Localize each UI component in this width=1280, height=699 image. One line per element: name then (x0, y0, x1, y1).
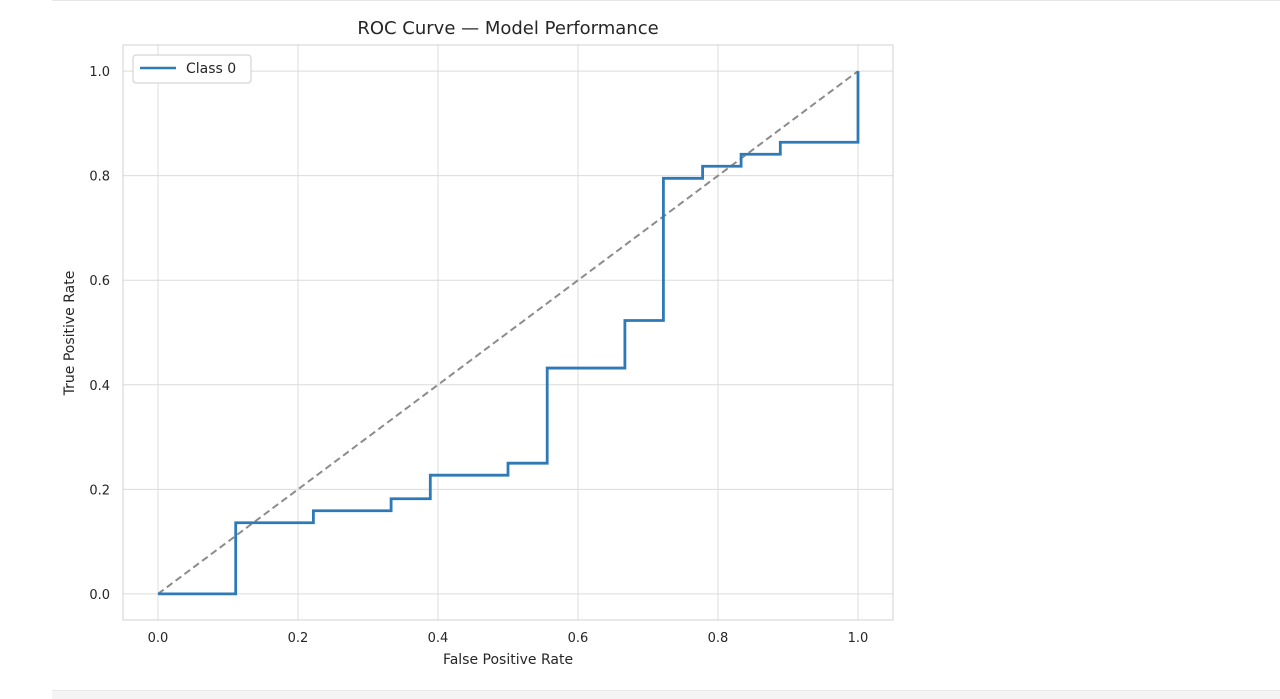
diagonal-reference-line (157, 70, 859, 595)
y-tick-label: 0.0 (89, 588, 110, 603)
x-tick-label: 0.8 (708, 631, 729, 646)
x-axis-label: False Positive Rate (443, 652, 573, 668)
y-tick-label: 0.6 (89, 274, 110, 289)
legend: Class 0 (132, 54, 252, 84)
x-tick-label: 0.0 (148, 631, 169, 646)
roc-line-class-0 (158, 71, 860, 596)
legend-label-class-0: Class 0 (186, 61, 236, 77)
y-tick-label: 0.4 (89, 379, 110, 394)
y-axis-label: True Positive Rate (62, 271, 78, 397)
notebook-cell-bottom-bar (52, 690, 1280, 699)
y-tick-label: 1.0 (89, 65, 110, 80)
x-tick-labels: 0.0 0.2 0.4 0.6 0.8 1.0 (148, 631, 869, 646)
y-tick-label: 0.2 (89, 483, 110, 498)
series-lines (157, 70, 860, 596)
plot-frame (122, 44, 894, 621)
y-tick-label: 0.8 (89, 170, 110, 185)
y-tick-labels: 0.0 0.2 0.4 0.6 0.8 1.0 (89, 65, 110, 603)
legend-box (132, 54, 252, 84)
x-tick-label: 0.2 (288, 631, 309, 646)
x-tick-label: 0.4 (428, 631, 449, 646)
notebook-cell-top-border (52, 0, 1280, 1)
x-tick-label: 0.6 (568, 631, 589, 646)
x-tick-label: 1.0 (848, 631, 869, 646)
chart-title: ROC Curve — Model Performance (357, 18, 658, 39)
